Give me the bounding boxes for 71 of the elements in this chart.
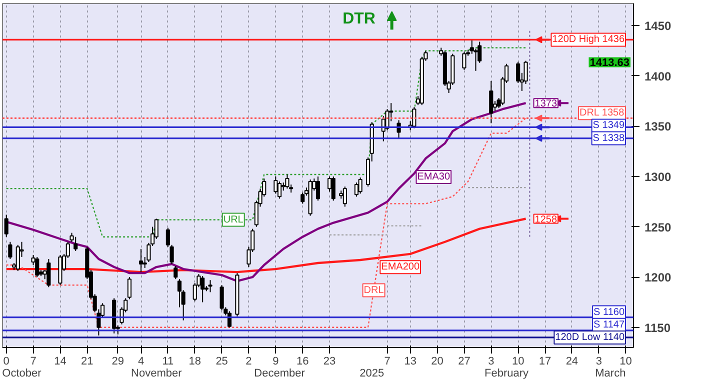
candlestick	[358, 177, 362, 194]
y-tick-label: 1200	[644, 270, 672, 285]
y-tick-label: 1300	[644, 170, 672, 184]
series-label: EMA200	[381, 262, 420, 273]
x-tick-label: 4	[138, 356, 144, 368]
x-tick-label: 27	[458, 356, 470, 368]
x-tick-label: 25	[216, 356, 228, 368]
candlestick	[127, 276, 132, 300]
x-tick-label: 20	[431, 356, 444, 368]
candlestick	[489, 80, 494, 124]
x2-tick-label: October	[2, 368, 42, 380]
candlestick	[174, 266, 178, 280]
x-tick-label: 10	[512, 356, 524, 368]
x-tick-label: 18	[188, 356, 202, 368]
candlestick	[46, 258, 51, 288]
candlestick	[331, 176, 336, 202]
x-tick-label: 11	[162, 356, 174, 368]
line-series	[5, 218, 527, 274]
y-tick-label: 1250	[644, 220, 672, 234]
candlestick	[16, 244, 20, 272]
data-label: 1373	[534, 98, 558, 110]
x-tick-label: 0	[3, 356, 10, 368]
ref-line-label: DRL 1358	[579, 108, 625, 119]
x-tick-label: 10	[620, 356, 632, 368]
candlestick	[342, 186, 347, 208]
candlestick	[208, 280, 212, 293]
x2-tick-label: February	[484, 368, 530, 380]
ref-line-label: S 1160	[594, 306, 625, 318]
ref-line-label: S 1349	[592, 120, 625, 132]
x-tick-label: 21	[81, 356, 94, 368]
candlestick	[8, 241, 12, 260]
x2-tick-label: 2025	[360, 368, 384, 380]
x-tick-label: 7	[384, 356, 390, 368]
x-tick-label: 29	[112, 356, 124, 368]
x-tick-label: 3	[596, 356, 602, 368]
ref-line-label: S 1338	[592, 132, 625, 144]
data-label: 1258	[534, 214, 558, 226]
candlestick	[316, 176, 320, 202]
candlestick	[4, 214, 8, 238]
y-tick-label: 1450	[644, 19, 672, 34]
y-tick-label: 1350	[644, 120, 672, 134]
candlestick	[74, 236, 78, 252]
x-tick-label: 14	[54, 356, 66, 368]
x-tick-label: 2	[246, 356, 252, 368]
ref-line-label: S 1147	[594, 319, 625, 330]
x2-tick-label: November	[131, 368, 182, 380]
x-tick-label: 9	[272, 356, 279, 368]
candlestick	[200, 276, 205, 303]
candlestick	[285, 174, 290, 190]
y-tick-label: 1400	[644, 69, 672, 84]
series-label: URL	[223, 214, 244, 226]
series-label: DRL	[364, 284, 384, 296]
x-tick-label: 3	[488, 356, 494, 368]
annotation: 1413.63	[590, 57, 630, 70]
ref-line-label: 120D High 1436	[552, 34, 625, 46]
x-tick-label: 16	[296, 356, 309, 368]
x-tick-label: 7	[30, 356, 36, 368]
x-tick-label: 23	[323, 356, 336, 368]
candlestick	[35, 256, 40, 278]
candlestick	[462, 51, 466, 70]
x2-tick-label: March	[595, 368, 626, 380]
x-tick-label: 24	[566, 356, 578, 368]
series-label: EMA30	[417, 171, 450, 182]
chart-title: DTR	[342, 10, 376, 28]
x-tick-label: 17	[538, 356, 552, 368]
candlestick	[274, 176, 278, 194]
ref-line-label: 120D Low 1140	[555, 332, 625, 343]
y-tick-label: 1150	[644, 320, 671, 335]
x-tick-label: 13	[404, 356, 416, 368]
x2-tick-label: December	[254, 368, 306, 380]
candlestick	[138, 248, 144, 273]
